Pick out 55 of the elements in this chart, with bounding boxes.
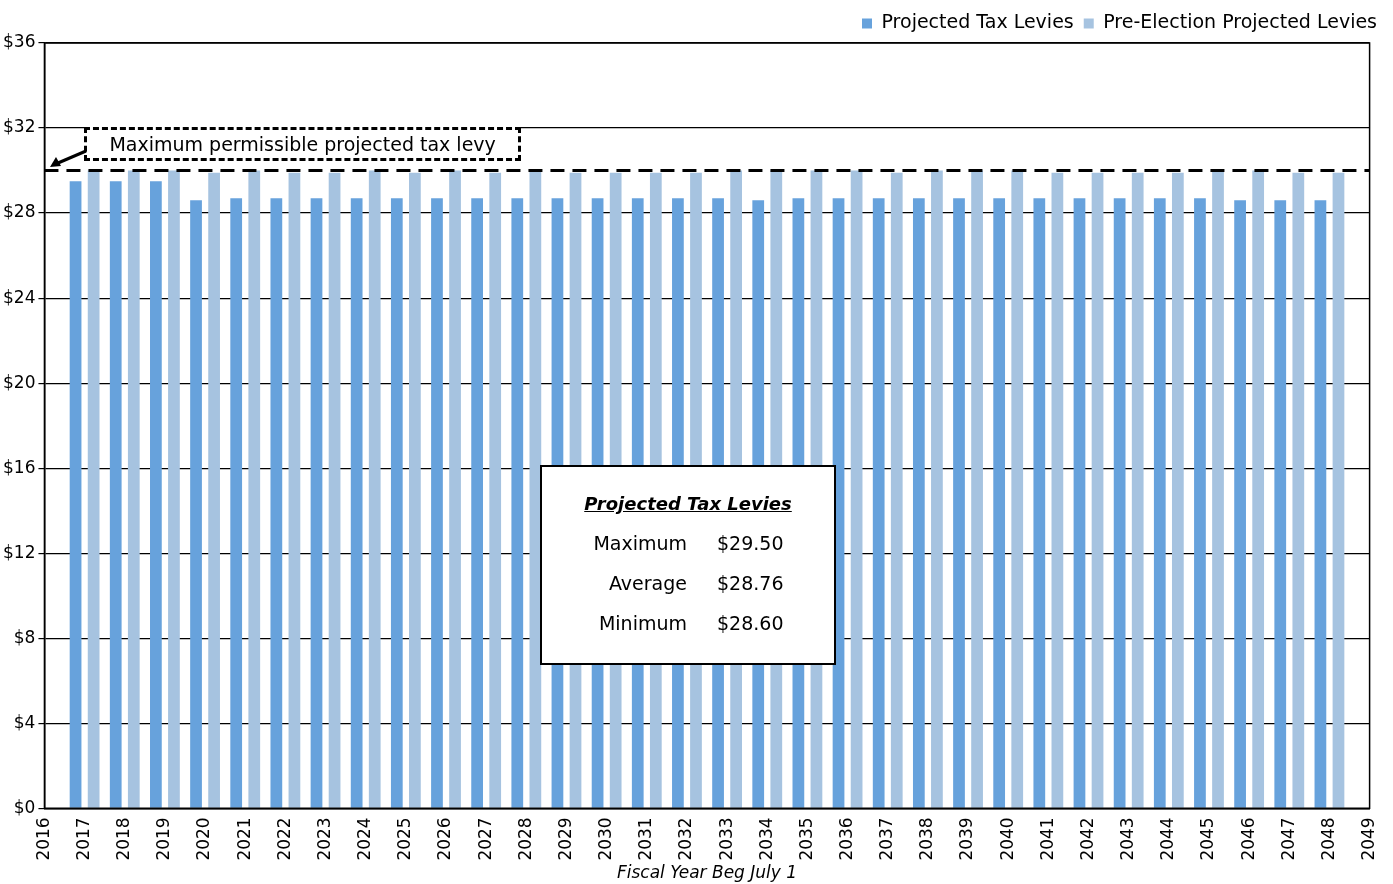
x-tick-label: 2019: [153, 817, 174, 861]
annotation: Maximum: [592, 532, 687, 554]
x-tick-label: 2032: [675, 817, 696, 861]
x-tick-label: 2038: [916, 817, 937, 861]
y-tick-label: $4: [13, 711, 36, 732]
y-tick-label: $16: [2, 456, 36, 477]
x-tick-label: 2018: [113, 817, 134, 861]
y-tick-label: $8: [13, 626, 36, 647]
x-tick-label: 2017: [73, 817, 94, 861]
x-tick-label: 2039: [956, 817, 977, 861]
x-tick-label: 2049: [1358, 817, 1379, 861]
x-tick-label: 2022: [273, 817, 294, 861]
y-tick-label: $24: [2, 286, 36, 307]
x-tick-label: 2045: [1197, 817, 1218, 861]
x-tick-label: 2033: [715, 817, 736, 861]
annotation: $28.60: [717, 612, 784, 634]
annotation: $28.76: [717, 572, 784, 594]
x-tick-label: 2016: [32, 817, 53, 861]
legend-label: Projected Tax Levies: [881, 10, 1074, 33]
x-tick-label: 2040: [996, 817, 1017, 861]
x-tick-label: 2035: [795, 817, 816, 861]
legend-label: Pre-Election Projected Levies: [1103, 10, 1377, 33]
x-tick-label: 2026: [434, 817, 455, 861]
x-tick-label: 2048: [1317, 817, 1338, 861]
x-tick-label: 2029: [554, 817, 575, 861]
y-tick-label: $20: [2, 371, 36, 392]
annotation: Projected Tax Levies: [583, 493, 793, 514]
x-tick-label: 2034: [755, 817, 776, 861]
x-tick-label: 2027: [474, 817, 495, 861]
y-tick-label: $12: [2, 541, 36, 562]
x-tick-label: 2037: [876, 817, 897, 861]
x-tick-label: 2021: [233, 817, 254, 861]
x-tick-label: 2020: [193, 817, 214, 861]
x-tick-label: 2028: [514, 817, 535, 861]
x-tick-label: 2043: [1117, 817, 1138, 861]
annotation: Minimum: [597, 612, 687, 634]
x-tick-label: 2041: [1036, 817, 1057, 861]
x-tick-label: 2046: [1237, 817, 1258, 861]
annotation: $29.50: [717, 532, 784, 554]
x-tick-label: 2025: [394, 817, 415, 861]
x-tick-label: 2023: [313, 817, 334, 861]
x-tick-label: 2030: [595, 817, 616, 861]
y-tick-label: $0: [13, 796, 36, 817]
y-tick-label: $32: [2, 116, 36, 137]
y-tick-label: $36: [2, 31, 36, 52]
x-tick-label: 2044: [1157, 817, 1178, 861]
y-tick-label: $28: [2, 201, 36, 222]
legend-label: Maximum permissible projected tax levy: [84, 126, 521, 161]
x-tick-label: 2042: [1076, 817, 1097, 861]
annotation: Average: [607, 572, 687, 594]
x-tick-label: 2047: [1277, 817, 1298, 861]
x-tick-label: 2024: [354, 817, 375, 861]
x-tick-label: 2036: [835, 817, 856, 861]
x-tick-label: 2031: [635, 817, 656, 861]
x-axis-title: Fiscal Year Beg July 1: [616, 862, 798, 883]
